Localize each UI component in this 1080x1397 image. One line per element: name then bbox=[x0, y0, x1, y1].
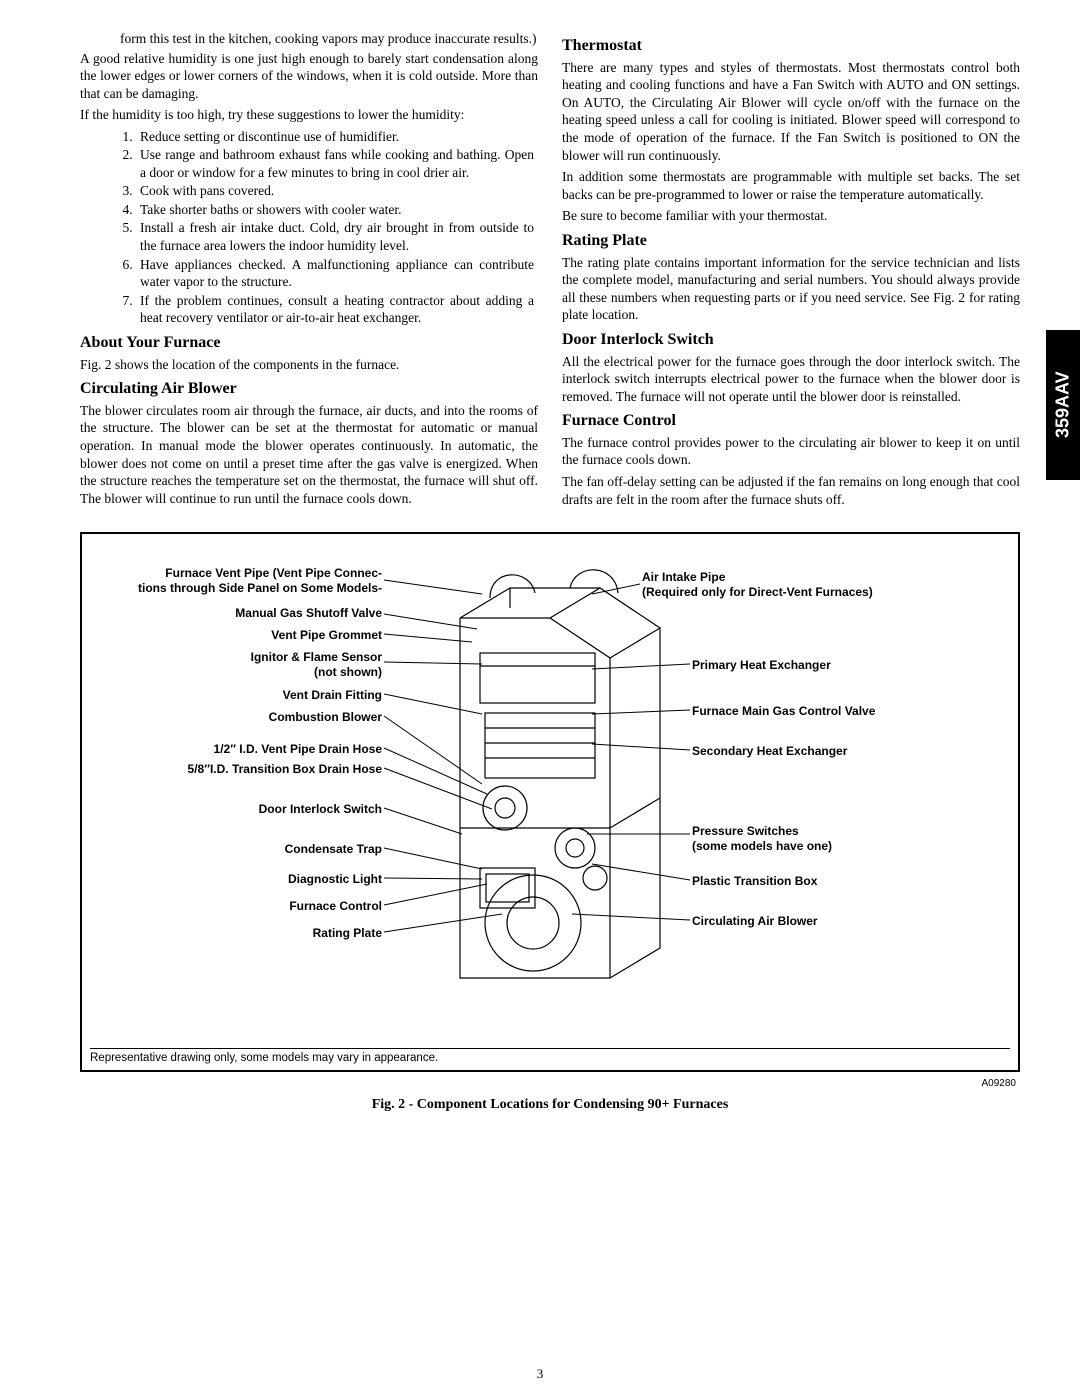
diagram-label: Ignitor & Flame Sensor(not shown) bbox=[222, 650, 382, 679]
blower-para: The blower circulates room air through t… bbox=[80, 402, 538, 507]
diagram-label: Furnace Main Gas Control Valve bbox=[692, 704, 912, 718]
model-tab-text: 359AAV bbox=[1051, 372, 1074, 439]
diagram-label: Diagnostic Light bbox=[262, 872, 382, 886]
tip-1: Reduce setting or discontinue use of hum… bbox=[136, 128, 538, 146]
humidity-tips-list: Reduce setting or discontinue use of hum… bbox=[136, 128, 538, 327]
diagram-label: 5/8″I.D. Transition Box Drain Hose bbox=[142, 762, 382, 776]
rating-plate-heading: Rating Plate bbox=[562, 231, 1020, 252]
diagram-label: 1/2″ I.D. Vent Pipe Drain Hose bbox=[162, 742, 382, 756]
diagram-label: Primary Heat Exchanger bbox=[692, 658, 862, 672]
blower-heading: Circulating Air Blower bbox=[80, 379, 538, 400]
about-furnace-para: Fig. 2 shows the location of the compone… bbox=[80, 356, 538, 374]
diagram-label: Vent Drain Fitting bbox=[262, 688, 382, 702]
model-tab: 359AAV bbox=[1046, 330, 1080, 480]
thermostat-para-3: Be sure to become familiar with your the… bbox=[562, 207, 1020, 225]
about-furnace-heading: About Your Furnace bbox=[80, 333, 538, 354]
diagram-label: Furnace Control bbox=[262, 899, 382, 913]
thermostat-para-1: There are many types and styles of therm… bbox=[562, 59, 1020, 164]
figure-caption: Fig. 2 - Component Locations for Condens… bbox=[80, 1096, 1020, 1114]
diagram-label: Combustion Blower bbox=[250, 710, 382, 724]
page-number: 3 bbox=[0, 1366, 1080, 1383]
diagram-label: Door Interlock Switch bbox=[232, 802, 382, 816]
diagram-label: Plastic Transition Box bbox=[692, 874, 852, 888]
diagram-label: Condensate Trap bbox=[262, 842, 382, 856]
thermostat-heading: Thermostat bbox=[562, 36, 1020, 57]
figure-2-box: Representative drawing only, some models… bbox=[80, 532, 1020, 1072]
diagram-label: Rating Plate bbox=[292, 926, 382, 940]
intro-continued: form this test in the kitchen, cooking v… bbox=[120, 30, 538, 48]
humidity-para-2: If the humidity is too high, try these s… bbox=[80, 106, 538, 124]
tip-6: Have appliances checked. A malfunctionin… bbox=[136, 256, 538, 291]
right-column: Thermostat There are many types and styl… bbox=[562, 30, 1020, 512]
thermostat-para-2: In addition some thermostats are program… bbox=[562, 168, 1020, 203]
diagram-label: Air Intake Pipe(Required only for Direct… bbox=[642, 570, 922, 599]
humidity-para-1: A good relative humidity is one just hig… bbox=[80, 50, 538, 103]
furnace-control-para-1: The furnace control provides power to th… bbox=[562, 434, 1020, 469]
tip-5: Install a fresh air intake duct. Cold, d… bbox=[136, 219, 538, 254]
left-column: form this test in the kitchen, cooking v… bbox=[80, 30, 538, 512]
tip-4: Take shorter baths or showers with coole… bbox=[136, 201, 538, 219]
door-interlock-heading: Door Interlock Switch bbox=[562, 330, 1020, 351]
diagram-label: Pressure Switches(some models have one) bbox=[692, 824, 862, 853]
tip-7: If the problem continues, consult a heat… bbox=[136, 292, 538, 327]
diagram-label: Secondary Heat Exchanger bbox=[692, 744, 882, 758]
tip-3: Cook with pans covered. bbox=[136, 182, 538, 200]
diagram-label: Circulating Air Blower bbox=[692, 914, 852, 928]
figure-footnote: Representative drawing only, some models… bbox=[90, 1048, 1010, 1066]
door-interlock-para: All the electrical power for the furnace… bbox=[562, 353, 1020, 406]
figure-code: A09280 bbox=[982, 1077, 1020, 1090]
two-column-layout: form this test in the kitchen, cooking v… bbox=[80, 30, 1020, 512]
diagram-label: Vent Pipe Grommet bbox=[252, 628, 382, 642]
furnace-control-heading: Furnace Control bbox=[562, 411, 1020, 432]
furnace-diagram bbox=[400, 558, 700, 1008]
diagram-label: Manual Gas Shutoff Valve bbox=[212, 606, 382, 620]
rating-plate-para: The rating plate contains important info… bbox=[562, 254, 1020, 324]
diagram-label: Furnace Vent Pipe (Vent Pipe Connec-tion… bbox=[122, 566, 382, 595]
furnace-control-para-2: The fan off-delay setting can be adjuste… bbox=[562, 473, 1020, 508]
tip-2: Use range and bathroom exhaust fans whil… bbox=[136, 146, 538, 181]
